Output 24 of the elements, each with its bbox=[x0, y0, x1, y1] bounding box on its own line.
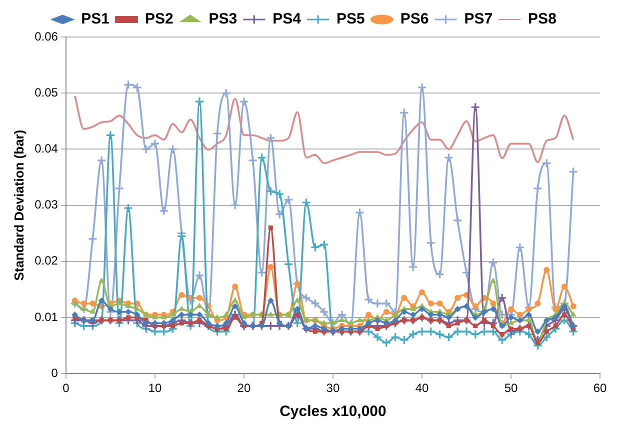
legend-label: PS7 bbox=[464, 10, 493, 28]
legend-label: PS2 bbox=[144, 10, 174, 28]
y-tick-label: 0.06 bbox=[34, 29, 58, 44]
x-tick-label: 60 bbox=[593, 381, 607, 396]
legend-label: PS3 bbox=[208, 10, 238, 28]
y-tick-label: 0.01 bbox=[34, 310, 58, 324]
x-tick-label: 40 bbox=[415, 381, 429, 396]
legend-label: PS1 bbox=[81, 10, 110, 28]
x-tick-label: 30 bbox=[326, 381, 340, 396]
legend-label: PS4 bbox=[272, 10, 302, 28]
x-axis-title: Cycles x10,000 bbox=[280, 403, 386, 420]
legend-label: PS8 bbox=[528, 10, 556, 28]
x-tick-label: 0 bbox=[62, 381, 70, 396]
y-tick-label: 0.02 bbox=[34, 254, 58, 268]
legend-label: PS6 bbox=[400, 10, 429, 28]
y-tick-label: 0.03 bbox=[34, 198, 58, 212]
y-tick-label: 0.04 bbox=[34, 142, 58, 156]
y-tick-label: 0.05 bbox=[34, 85, 58, 100]
y-axis-title: Standard Deviation (bar) bbox=[11, 130, 26, 281]
x-tick-label: 50 bbox=[504, 381, 518, 396]
x-tick-label: 10 bbox=[148, 381, 162, 396]
y-tick-label: 0 bbox=[51, 366, 58, 380]
legend-label: PS5 bbox=[336, 10, 365, 28]
x-tick-label: 20 bbox=[237, 381, 251, 396]
